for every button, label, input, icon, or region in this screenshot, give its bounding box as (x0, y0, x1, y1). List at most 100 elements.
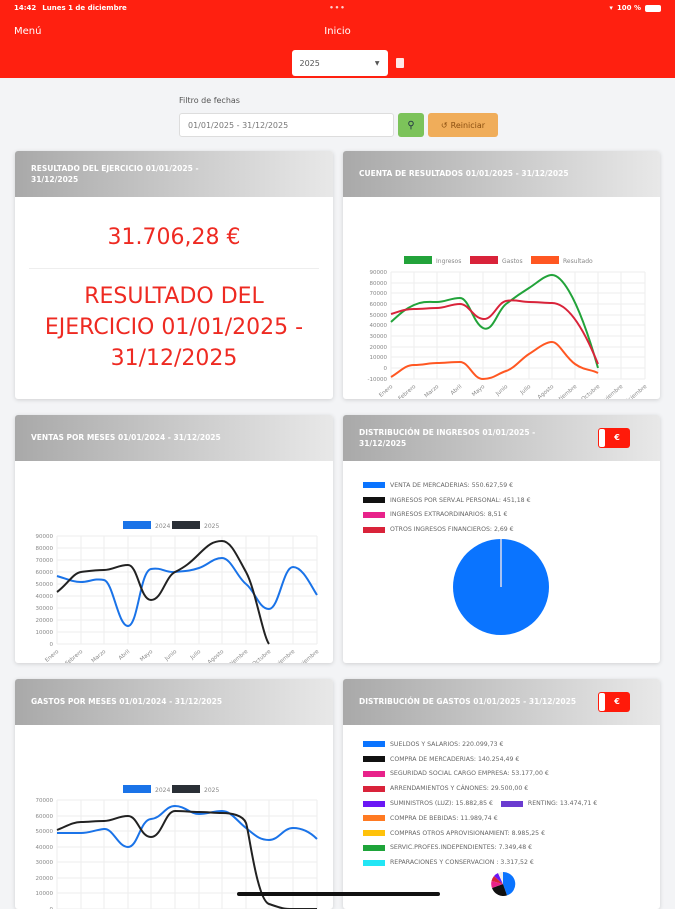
svg-text:Enero: Enero (378, 384, 394, 399)
svg-text:0: 0 (384, 366, 388, 372)
svg-text:50000: 50000 (370, 313, 388, 319)
ventas-line-chart: 2024 2025 90000 80000 70000 60000 50000 40000… (36, 521, 321, 663)
legend-item[interactable]: COMPRA DE BEBIDAS: 11.989,74 € (363, 811, 660, 826)
cuenta-line-chart: Ingresos Gastos Resultado 90000 80000 7000… (368, 256, 649, 399)
legend-item[interactable]: OTROS INGRESOS FINANCIEROS: 2,69 € (363, 522, 660, 537)
svg-text:Julio: Julio (189, 649, 203, 662)
year-select[interactable]: 2025 ▼ (291, 50, 388, 76)
reset-label: Reiniciar (450, 120, 486, 130)
svg-text:70000: 70000 (36, 798, 54, 804)
svg-text:80000: 80000 (36, 546, 54, 552)
svg-text:90000: 90000 (36, 534, 54, 540)
svg-text:Noviembre: Noviembre (269, 649, 296, 663)
card-title: CUENTA DE RESULTADOS 01/01/2025 - 31/12/… (359, 169, 569, 179)
multitask-dots-icon[interactable]: ••• (329, 4, 346, 12)
calendar-icon[interactable] (395, 58, 404, 68)
svg-text:20000: 20000 (36, 876, 54, 882)
legend-item[interactable]: COMPRAS OTROS APROVISIONAMIENT: 8.985,25… (363, 826, 660, 841)
svg-text:Julio: Julio (519, 384, 533, 397)
svg-text:Febrero: Febrero (65, 649, 85, 663)
caret-down-icon: ▼ (374, 59, 380, 67)
svg-text:Abril: Abril (118, 649, 132, 662)
battery-icon (645, 4, 661, 12)
svg-text:40000: 40000 (36, 594, 54, 600)
svg-text:2025: 2025 (204, 787, 219, 794)
legend-item[interactable]: ARRENDAMIENTOS Y CÁNONES: 29.500,00 € (363, 781, 660, 796)
card-title: DISTRIBUCIÓN DE INGRESOS 01/01/2025 - 31… (359, 427, 536, 448)
card-title: DISTRIBUCIÓN DE GASTOS 01/01/2025 - 31/1… (359, 697, 577, 707)
currency-toggle[interactable]: € (598, 692, 630, 712)
svg-text:2024: 2024 (155, 523, 170, 530)
gastos-line-chart: 2024 2025 70000 60000 50000 40000 30000 20000… (36, 785, 318, 909)
menu-button[interactable]: Menú (14, 25, 42, 37)
legend-item[interactable]: INGRESOS EXTRAORDINARIOS: 8,51 € (363, 508, 660, 523)
svg-text:Agosto: Agosto (207, 649, 226, 663)
legend-item[interactable]: COMPRA DE MERCADERIAS: 140.254,49 € (363, 752, 660, 767)
svg-text:0: 0 (50, 642, 54, 648)
svg-text:50000: 50000 (36, 582, 54, 588)
svg-text:Resultado: Resultado (563, 258, 593, 265)
currency-toggle[interactable]: € (598, 428, 630, 448)
svg-text:30000: 30000 (370, 334, 388, 340)
legend-item[interactable]: SEGURIDAD SOCIAL CARGO EMPRESA: 53.177,0… (363, 767, 660, 782)
svg-text:-10000: -10000 (368, 377, 388, 383)
euro-icon: € (614, 697, 620, 706)
svg-text:70000: 70000 (36, 558, 54, 564)
svg-text:Febrero: Febrero (398, 384, 418, 399)
filter-label: Filtro de fechas (179, 96, 240, 105)
svg-text:Agosto: Agosto (537, 384, 556, 399)
svg-text:Junio: Junio (494, 384, 509, 398)
legend-item[interactable]: SUMINISTROS (LUZ): 15.882,85 € RENTING: 1… (363, 796, 660, 811)
card-title: VENTAS POR MESES 01/01/2024 - 31/12/2025 (31, 433, 221, 443)
svg-text:10000: 10000 (36, 891, 54, 897)
status-date: Lunes 1 de diciembre (42, 4, 127, 12)
search-icon: ⚲ (407, 119, 415, 131)
svg-text:Septiembre: Septiembre (221, 649, 250, 663)
search-button[interactable]: ⚲ (398, 113, 424, 137)
svg-text:Marzo: Marzo (91, 649, 108, 663)
ventas-card: VENTAS POR MESES 01/01/2024 - 31/12/2025… (15, 415, 333, 663)
svg-text:2025: 2025 (204, 523, 219, 530)
legend-item[interactable]: VENTA DE MERCADERIAS: 550.627,59 € (363, 478, 660, 493)
svg-text:60000: 60000 (36, 570, 54, 576)
resultado-card: RESULTADO DEL EJERCICIO 01/01/2025 - 31/… (15, 151, 333, 399)
svg-text:Mayo: Mayo (139, 649, 155, 663)
home-indicator[interactable] (237, 892, 440, 896)
svg-text:40000: 40000 (370, 323, 388, 329)
distribucion-gastos-card: DISTRIBUCIÓN DE GASTOS 01/01/2025 - 31/1… (343, 679, 660, 909)
ingresos-pie-chart (453, 539, 549, 635)
svg-text:80000: 80000 (370, 281, 388, 287)
legend-item[interactable]: SUELDOS Y SALARIOS: 220.099,73 € (363, 737, 660, 752)
app-header: 14:42 Lunes 1 de diciembre ••• ▾ 100 % M… (0, 0, 675, 78)
wifi-icon: ▾ (609, 4, 613, 12)
svg-text:60000: 60000 (36, 814, 54, 820)
date-filter: Filtro de fechas 01/01/2025 - 31/12/2025… (179, 96, 498, 137)
svg-text:Noviembre: Noviembre (597, 384, 624, 399)
svg-text:Junio: Junio (163, 649, 178, 663)
svg-text:50000: 50000 (36, 829, 54, 835)
legend-item[interactable]: SERVIC.PROFES.INDEPENDIENTES: 7.349,48 € (363, 841, 660, 856)
svg-text:Octubre: Octubre (252, 649, 273, 663)
page-title: Inicio (324, 25, 351, 37)
undo-icon: ↺ (440, 120, 448, 130)
legend-item[interactable]: INGRESOS POR SERV.AL PERSONAL: 451,18 € (363, 493, 660, 508)
euro-icon: € (614, 433, 620, 442)
gastos-pie-chart (491, 871, 516, 896)
legend-item[interactable]: REPARACIONES Y CONSERVACION : 3.317,52 € (363, 855, 660, 870)
reset-button[interactable]: ↺ Reiniciar (428, 113, 498, 137)
svg-text:90000: 90000 (370, 270, 388, 276)
divider (29, 268, 319, 269)
svg-text:20000: 20000 (36, 618, 54, 624)
svg-text:Mayo: Mayo (471, 384, 487, 398)
svg-text:2024: 2024 (155, 787, 170, 794)
date-range-input[interactable]: 01/01/2025 - 31/12/2025 (179, 113, 394, 137)
svg-text:Marzo: Marzo (424, 384, 441, 399)
svg-text:Diciembre: Diciembre (623, 384, 649, 399)
svg-text:20000: 20000 (370, 345, 388, 351)
svg-text:Diciembre: Diciembre (295, 649, 321, 663)
svg-text:10000: 10000 (370, 355, 388, 361)
svg-text:30000: 30000 (36, 606, 54, 612)
svg-text:10000: 10000 (36, 630, 54, 636)
resultado-label: RESULTADO DEL EJERCICIO 01/01/2025 - 31/… (44, 284, 304, 371)
svg-text:Abril: Abril (450, 384, 464, 397)
